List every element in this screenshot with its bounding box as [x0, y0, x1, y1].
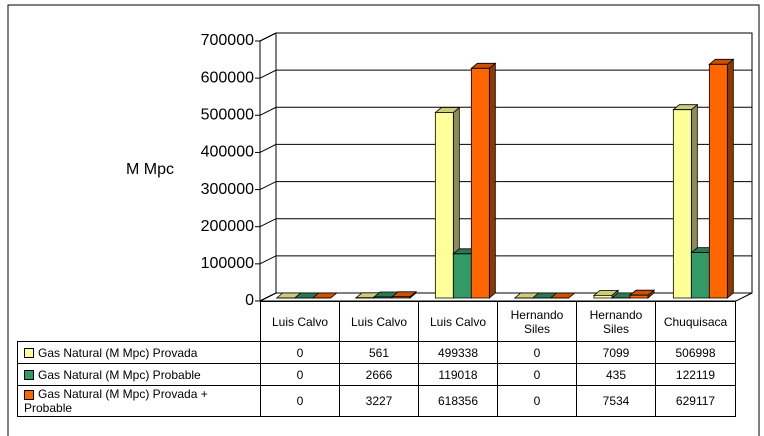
- table-value: 561: [339, 341, 419, 364]
- table-corner: [18, 302, 261, 342]
- grid-line: [259, 69, 752, 79]
- x-tick-label: Luis Calvo: [418, 301, 498, 342]
- grid-line: [259, 218, 752, 228]
- chart-border: [7, 4, 760, 436]
- bar-face: [593, 294, 613, 299]
- bar-face: [629, 294, 649, 299]
- legend-label: Gas Natural (M Mpc) Provada: [38, 345, 198, 360]
- y-tick-label: 400000: [201, 144, 254, 161]
- x-tick-label: Chuquisaca: [655, 301, 736, 342]
- table-value: 0: [497, 341, 577, 364]
- table-value: 435: [576, 363, 656, 386]
- bar: [708, 58, 735, 299]
- legend-key: [24, 348, 34, 359]
- legend-cell: Gas Natural (M Mpc) Probable: [17, 363, 261, 386]
- bar-face: [391, 296, 411, 299]
- table-row: Gas Natural (M Mpc) Probable 0 2666 119018 0…: [17, 363, 736, 386]
- table-value: 629117: [655, 385, 736, 417]
- table-value: 7099: [576, 341, 656, 364]
- table-value: 122119: [655, 363, 736, 386]
- table-value: 0: [260, 341, 340, 364]
- x-tick-label: Hernando Siles: [576, 301, 656, 342]
- table-row: Gas Natural (M Mpc) Provada 0 561 499338 0 70…: [17, 341, 736, 364]
- table-value: 0: [497, 363, 577, 386]
- bar: [628, 289, 656, 299]
- bar-face: [690, 252, 710, 299]
- grid-line: [259, 292, 752, 302]
- table-header-row: Luis Calvo Luis Calvo Luis Calvo Hernando S…: [18, 301, 736, 342]
- bar-face: [488, 62, 496, 299]
- y-tick-label: 500000: [201, 107, 254, 124]
- table-value: 119018: [418, 363, 498, 386]
- legend-key: [24, 370, 34, 381]
- y-tick-label: 600000: [201, 69, 254, 86]
- grid-line: [259, 181, 752, 191]
- bar: [470, 62, 497, 299]
- legend-cell: Gas Natural (M Mpc) Provada + Probable: [17, 385, 261, 417]
- legend-label: Gas Natural (M Mpc) Provada + Probable: [24, 387, 208, 415]
- x-tick-label: Luis Calvo: [339, 301, 419, 342]
- legend-key: [24, 389, 34, 400]
- grid-line: [259, 143, 752, 153]
- legend-cell: Gas Natural (M Mpc) Provada: [17, 341, 261, 364]
- table-value: 618356: [418, 385, 498, 417]
- grid-line: [259, 106, 752, 116]
- bar-face: [726, 58, 734, 299]
- table-value: 3227: [339, 385, 419, 417]
- bar-face: [434, 112, 454, 299]
- table-value: 0: [497, 385, 577, 417]
- bar-face: [708, 63, 728, 299]
- x-tick-label: Luis Calvo: [260, 301, 340, 342]
- grid-line: [259, 255, 752, 265]
- y-tick-label: 700000: [201, 32, 254, 49]
- side-wall: [259, 32, 277, 302]
- bar-face: [452, 253, 472, 299]
- table-value: 7534: [576, 385, 656, 417]
- bar: [549, 292, 576, 299]
- table-value: 506998: [655, 341, 736, 364]
- table-value: 0: [260, 385, 340, 417]
- bar: [390, 290, 418, 299]
- bar-face: [470, 67, 490, 299]
- y-tick-label: 100000: [201, 255, 254, 272]
- table-value: 499338: [418, 341, 498, 364]
- grid-line: [259, 32, 752, 42]
- bar: [311, 292, 338, 299]
- table-value: 0: [260, 363, 340, 386]
- bar-face: [672, 109, 692, 299]
- table-row: Gas Natural (M Mpc) Provada + Probable 0 3…: [17, 385, 736, 417]
- y-tick-label: 300000: [201, 181, 254, 198]
- legend-label: Gas Natural (M Mpc) Probable: [38, 367, 201, 382]
- x-tick-label: Hernando Siles: [497, 301, 577, 342]
- y-axis-title: M Mpc: [126, 161, 174, 178]
- table-value: 2666: [339, 363, 419, 386]
- bar-face: [373, 296, 393, 299]
- y-tick-label: 0: [245, 292, 254, 309]
- data-table: Luis Calvo Luis Calvo Luis Calvo Hernando S…: [17, 301, 736, 417]
- y-tick-label: 200000: [201, 218, 254, 235]
